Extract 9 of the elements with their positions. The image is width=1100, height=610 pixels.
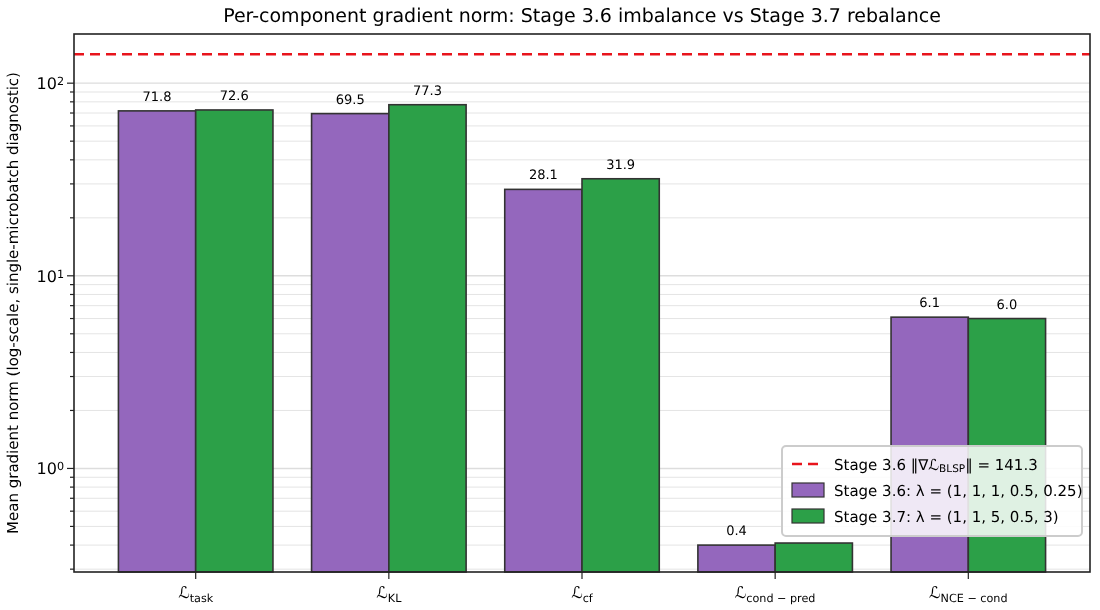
y-tick-label: 10$^{2}$ bbox=[36, 74, 64, 94]
x-tick-label: ℒ$_{cf}$ bbox=[571, 584, 595, 605]
x-tick-label: ℒ$_{NCE − cond}$ bbox=[929, 584, 1009, 605]
x-tick-label: ℒ$_{KL}$ bbox=[376, 584, 404, 605]
chart-title: Per-component gradient norm: Stage 3.6 imbalance vs Stage 3.7 rebalance bbox=[223, 6, 942, 28]
y-tick-label: 10$^{0}$ bbox=[36, 459, 65, 479]
y-tick-label: 10$^{1}$ bbox=[36, 267, 65, 286]
x-tick-label: ℒ$_{task}$ bbox=[178, 584, 215, 605]
x-tick-label: ℒ$_{cond − pred}$ bbox=[734, 584, 817, 605]
